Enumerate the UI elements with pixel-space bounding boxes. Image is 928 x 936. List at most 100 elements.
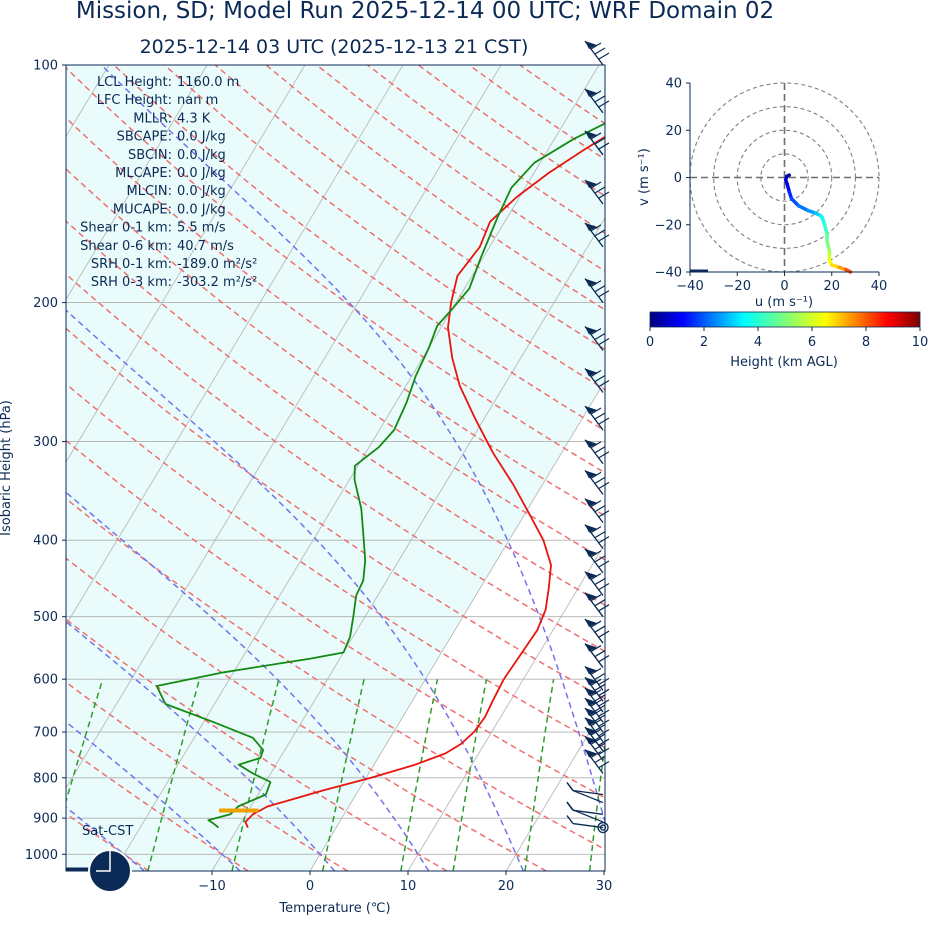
stat-label: MLCIN: [127, 184, 172, 199]
isotherm-gridline [702, 65, 928, 871]
isotherm-gridline [505, 705, 605, 871]
wind-barb [584, 222, 610, 248]
stat-label: MUCAPE: [113, 202, 172, 217]
dry-adiabat [66, 746, 249, 871]
dry-adiabat [66, 382, 605, 749]
stat-label: MLCAPE: [115, 166, 172, 181]
wind-barb [584, 278, 610, 303]
hodograph-x-tick-label: 40 [871, 279, 888, 294]
wind-barb [584, 368, 610, 393]
mixing-ratio-line [321, 679, 365, 871]
hodograph-y-tick-label: 0 [674, 171, 682, 186]
mixing-ratio-line [524, 679, 555, 871]
chart-subtitle: 2025-12-14 03 UTC (2025-12-13 21 CST) [139, 36, 529, 58]
y-tick-label: 600 [33, 673, 58, 688]
y-tick-label: 800 [33, 771, 58, 786]
stat-label: SRH 0-1 km: [91, 257, 172, 272]
x-tick-label: 10 [400, 879, 417, 894]
dry-adiabat [66, 439, 605, 799]
colorbar-tick-label: 4 [754, 335, 762, 350]
mixing-ratio-line [452, 679, 488, 871]
x-axis-label: Temperature (℃) [278, 901, 390, 916]
dry-adiabat [66, 220, 605, 606]
y-tick-label: 700 [33, 726, 58, 741]
y-tick-label: 100 [33, 59, 58, 74]
isotherm-gridline [603, 868, 605, 871]
x-tick-label: −10 [198, 879, 225, 894]
hodograph-x-tick-label: −40 [676, 279, 703, 294]
moist-adiabat [100, 65, 605, 825]
y-tick-label: 1000 [25, 848, 58, 863]
isotherm-gridline [113, 65, 600, 871]
sky-label: Sat-CST [82, 824, 133, 839]
hodograph-y-tick-label: 40 [665, 77, 682, 92]
isotherm-gridline [66, 65, 404, 626]
dewpoint-profile [155, 122, 605, 829]
mixing-ratio-line [637, 679, 658, 871]
calm-wind-marker [597, 821, 609, 834]
stat-value: nan m [177, 93, 218, 108]
wind-barb [584, 618, 610, 644]
wind-barb [566, 782, 604, 804]
wind-barb [584, 524, 610, 550]
wind-barb [584, 749, 610, 774]
colorbar-tick-label: 8 [862, 335, 870, 350]
dry-adiabat [66, 618, 448, 871]
hodograph-y-tick-label: 20 [665, 124, 682, 139]
stat-value: 0.0 J/kg [177, 202, 226, 217]
colorbar-tick-label: 2 [700, 335, 708, 350]
stat-label: Shear 0-1 km: [80, 221, 172, 236]
chart-title: Mission, SD; Model Run 2025-12-14 00 UTC… [75, 0, 775, 24]
moist-adiabat [66, 720, 241, 871]
isotherm-gridline [66, 65, 208, 301]
stat-value: 0.0 J/kg [177, 148, 226, 163]
stat-label: MLLR: [133, 111, 172, 126]
wind-barb [566, 801, 604, 823]
mixing-ratio-line [231, 679, 280, 871]
y-tick-label: 300 [33, 435, 58, 450]
wind-barb [584, 88, 610, 114]
stat-label: LCL Height: [97, 75, 172, 90]
wind-barb [584, 326, 610, 351]
wind-barb [584, 707, 610, 733]
wind-barb [584, 130, 610, 156]
x-tick-label: 20 [498, 879, 515, 894]
colorbar-label: Height (km AGL) [730, 355, 838, 370]
wind-barb [584, 735, 610, 761]
moist-adiabat [66, 620, 336, 871]
stat-label: SBCAPE: [117, 130, 172, 145]
stat-value: 40.7 m/s [177, 239, 234, 254]
colorbar-tick-label: 6 [808, 335, 816, 350]
dry-adiabat [66, 66, 605, 474]
dry-adiabat [66, 167, 605, 561]
dry-adiabat [66, 116, 605, 517]
stat-label: LFC Height: [97, 93, 172, 108]
stat-value: -303.2 m²/s² [177, 275, 257, 290]
y-tick-label: 500 [33, 610, 58, 625]
wind-barb [584, 439, 610, 465]
wind-barb [584, 548, 610, 574]
mixing-ratio-line [400, 679, 439, 871]
sky-cover-icon [88, 849, 132, 893]
hodograph-y-label: v (m s⁻¹) [637, 148, 652, 206]
stat-label: SRH 0-3 km: [91, 275, 172, 290]
stat-value: 5.5 m/s [177, 221, 226, 236]
freezing-shade [66, 65, 605, 871]
stat-value: 1160.0 m [177, 75, 239, 90]
stat-value: 0.0 J/kg [177, 130, 226, 145]
stat-value: 0.0 J/kg [177, 166, 226, 181]
wind-barb [584, 666, 610, 691]
hodograph-x-tick-label: 20 [823, 279, 840, 294]
wind-barb [584, 179, 610, 205]
moist-adiabat [66, 309, 524, 871]
wind-barb [584, 470, 610, 495]
plot-frame [65, 64, 606, 872]
colorbar [649, 311, 921, 328]
x-tick-label: 30 [596, 879, 613, 894]
wind-barb [584, 498, 610, 523]
wind-barb [566, 815, 604, 829]
wind-barb [584, 726, 610, 752]
hodograph-y-tick-label: −20 [655, 218, 682, 233]
wind-barb [584, 571, 610, 596]
